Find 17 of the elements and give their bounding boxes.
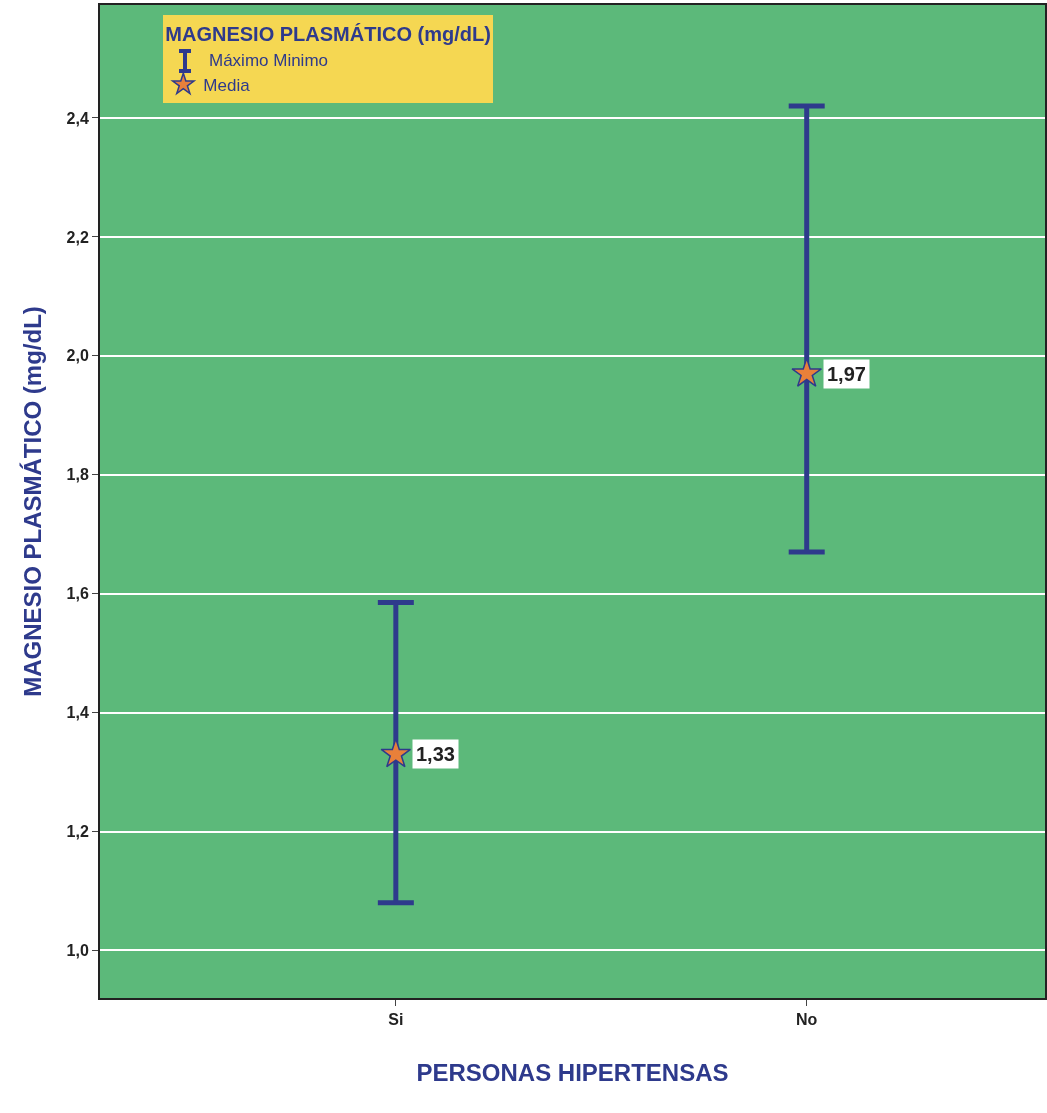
x-tick-label: No	[796, 1011, 818, 1029]
y-tick-label: 1,4	[66, 704, 89, 722]
legend-label: Media	[203, 76, 251, 96]
data-label: 1,97	[827, 363, 866, 385]
y-tick-label: 2,0	[66, 347, 89, 365]
y-tick-label: 1,0	[66, 942, 89, 960]
y-axis-title: MAGNESIO PLASMÁTICO (mg/dL)	[19, 306, 46, 697]
y-tick-label: 1,2	[66, 823, 89, 841]
y-tick-label: 1,6	[66, 585, 89, 603]
x-axis-title: PERSONAS HIPERTENSAS	[416, 1059, 729, 1086]
legend-title: MAGNESIO PLASMÁTICO (mg/dL)	[165, 22, 491, 45]
y-tick-label: 1,8	[66, 466, 89, 484]
y-tick-label: 2,4	[66, 109, 89, 127]
x-tick-label: Si	[388, 1011, 404, 1029]
annotation: Máximo Minimo	[209, 51, 329, 70]
y-tick-label: 2,2	[66, 228, 89, 246]
data-label: 1,33	[416, 743, 455, 765]
